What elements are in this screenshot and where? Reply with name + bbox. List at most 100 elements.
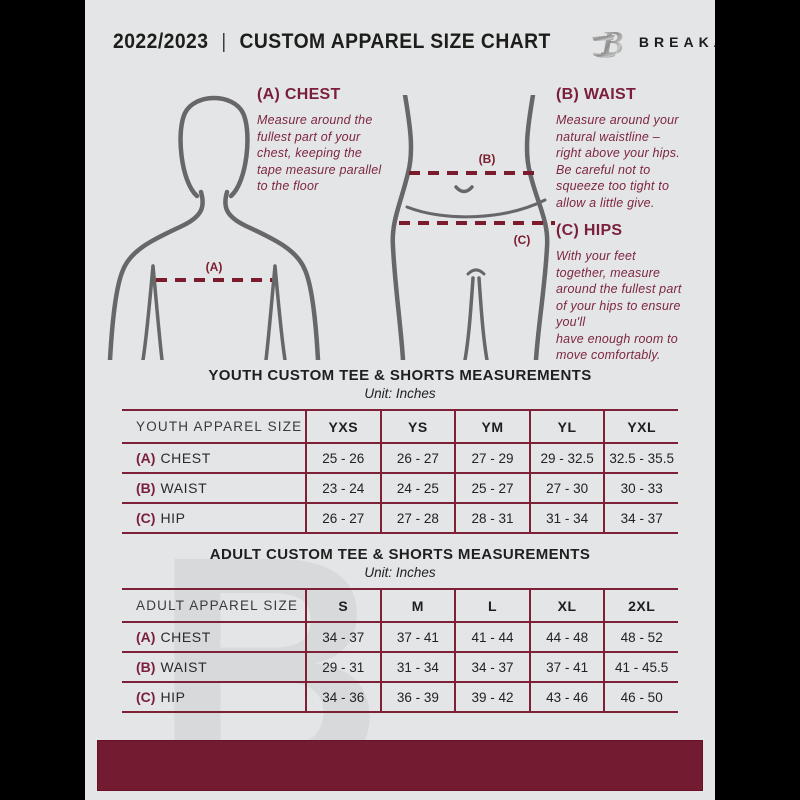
title-separator: | [221, 30, 227, 53]
left-armpit [141, 264, 164, 360]
hips-description: With your feet together, measure around … [556, 249, 682, 362]
row-marker: (C) [136, 510, 156, 526]
youth-waist-row-label: (B) WAIST [122, 474, 305, 504]
table-cell: 34 - 37 [454, 653, 529, 683]
row-marker: (B) [136, 480, 156, 496]
row-marker: (C) [136, 689, 156, 705]
youth-size-yl: YL [528, 411, 604, 444]
table-cell: 23 - 24 [305, 474, 380, 504]
adult-size-xl: XL [528, 590, 604, 623]
breakaway-logo-icon: B [591, 25, 624, 62]
youth-size-yxl: YXL [603, 411, 678, 444]
row-label: CHEST [160, 629, 211, 645]
adult-size-l: L [454, 590, 529, 623]
waist-marker-label: (B) [479, 152, 496, 166]
left-inner-leg [463, 276, 475, 360]
lower-body-figure: (B) (C) [390, 95, 555, 360]
table-cell: 43 - 46 [528, 683, 604, 713]
youth-section-title: YOUTH CUSTOM TEE & SHORTS MEASUREMENTS [208, 367, 592, 384]
table-cell: 34 - 37 [603, 504, 678, 534]
adult-size-s: S [305, 590, 380, 623]
adult-size-column-header: ADULT APPAREL SIZE [122, 590, 305, 623]
chart-title: CUSTOM APPAREL SIZE CHART [239, 30, 551, 53]
table-cell: 31 - 34 [379, 653, 455, 683]
table-cell: 27 - 28 [379, 504, 455, 534]
table-cell: 37 - 41 [379, 623, 455, 653]
navel-mark [454, 185, 474, 194]
table-cell: 25 - 27 [454, 474, 529, 504]
youth-chest-row-label: (A) CHEST [122, 444, 305, 474]
left-shoulder-arm [107, 189, 205, 360]
left-side-outline [390, 95, 414, 360]
brand-name: BREAKAWAY [638, 34, 715, 50]
table-cell: 31 - 34 [528, 504, 604, 534]
svg-text:B: B [600, 25, 624, 62]
adult-waist-row-label: (B) WAIST [122, 653, 305, 683]
adult-unit-label: Unit: Inches [364, 565, 436, 580]
table-cell: 27 - 29 [454, 444, 529, 474]
table-cell: 34 - 36 [305, 683, 380, 713]
head-outline [178, 95, 250, 199]
brand-group: B BREAKAWAY [589, 21, 715, 63]
table-cell: 27 - 30 [528, 474, 604, 504]
youth-size-ys: YS [379, 411, 455, 444]
right-shoulder-arm [223, 189, 321, 360]
right-armpit [264, 264, 287, 360]
chest-heading: (A) CHEST [257, 86, 341, 103]
hip-band-curve [405, 198, 547, 219]
chest-marker-label: (A) [206, 260, 223, 274]
chest-description: Measure around the fullest part of your … [257, 113, 382, 193]
table-cell: 46 - 50 [603, 683, 678, 713]
table-cell: 25 - 26 [305, 444, 380, 474]
table-cell: 26 - 27 [305, 504, 380, 534]
table-cell: 48 - 52 [603, 623, 678, 653]
table-cell: 24 - 25 [379, 474, 455, 504]
table-cell: 28 - 31 [454, 504, 529, 534]
row-marker: (A) [136, 450, 156, 466]
adult-chest-row-label: (A) CHEST [122, 623, 305, 653]
table-cell: 41 - 44 [454, 623, 529, 653]
table-cell: 41 - 45.5 [603, 653, 678, 683]
table-cell: 26 - 27 [379, 444, 455, 474]
row-marker: (B) [136, 659, 156, 675]
youth-size-ym: YM [454, 411, 529, 444]
table-cell: 36 - 39 [379, 683, 455, 713]
adult-hip-row-label: (C) HIP [122, 683, 305, 713]
poster-header: 2022/2023 | CUSTOM APPAREL SIZE CHART B [113, 20, 715, 64]
table-cell: 32.5 - 35.5 [603, 444, 678, 474]
youth-unit-label: Unit: Inches [364, 386, 436, 401]
adult-size-2xl: 2XL [603, 590, 678, 623]
youth-hip-row-label: (C) HIP [122, 504, 305, 534]
adult-section-title: ADULT CUSTOM TEE & SHORTS MEASUREMENTS [209, 546, 591, 563]
hips-marker-label: (C) [514, 233, 531, 247]
row-label: HIP [160, 689, 186, 705]
poster-title: 2022/2023 | CUSTOM APPAREL SIZE CHART [113, 30, 551, 54]
upper-body-figure: (A) [107, 95, 321, 360]
youth-size-column-header: YOUTH APPAREL SIZE [122, 411, 305, 444]
right-side-outline [524, 95, 550, 360]
waist-heading: (B) WAIST [556, 86, 637, 103]
waist-description: Measure around your natural waistline – … [556, 113, 680, 210]
row-label: HIP [160, 510, 186, 526]
youth-size-table: YOUTH APPAREL SIZE YXS YS YM YL YXL (A) … [122, 409, 678, 534]
table-cell: 44 - 48 [528, 623, 604, 653]
row-label: WAIST [160, 659, 208, 675]
row-marker: (A) [136, 629, 156, 645]
table-cell: 29 - 31 [305, 653, 380, 683]
crotch-cap [466, 268, 486, 276]
table-cell: 34 - 37 [305, 623, 380, 653]
season-label: 2022/2023 [113, 30, 209, 53]
youth-size-yxs: YXS [305, 411, 380, 444]
table-cell: 30 - 33 [603, 474, 678, 504]
size-chart-poster: B 2022/2023 | CUSTOM APPAREL SIZE CHART [85, 0, 715, 800]
adult-size-table: ADULT APPAREL SIZE S M L XL 2XL (A) CHES… [122, 588, 678, 713]
footer-accent-bar [97, 740, 703, 791]
row-label: WAIST [160, 480, 208, 496]
adult-size-m: M [379, 590, 455, 623]
table-cell: 39 - 42 [454, 683, 529, 713]
row-label: CHEST [160, 450, 211, 466]
right-inner-leg [477, 276, 489, 360]
hips-heading: (C) HIPS [556, 222, 623, 239]
table-cell: 29 - 32.5 [528, 444, 604, 474]
